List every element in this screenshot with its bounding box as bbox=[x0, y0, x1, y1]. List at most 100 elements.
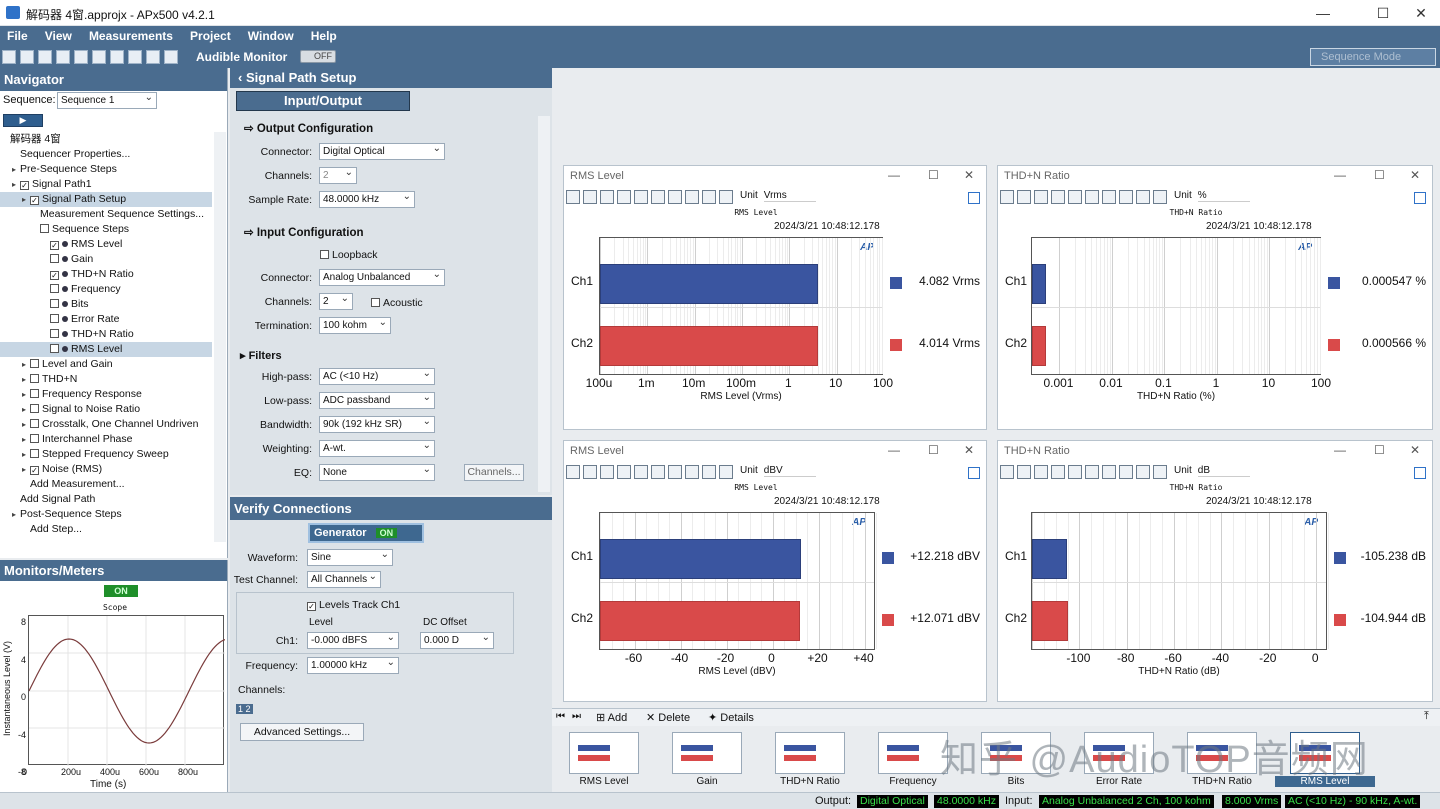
tree-item[interactable]: Measurement Sequence Settings... bbox=[0, 207, 212, 222]
tree-item[interactable]: ▸ Post-Sequence Steps bbox=[0, 507, 212, 522]
level-input[interactable]: -0.000 dBFS bbox=[307, 632, 399, 649]
save-icon[interactable] bbox=[1000, 190, 1014, 204]
bandwidth-select[interactable]: 90k (192 kHz SR) bbox=[319, 416, 435, 433]
gear-icon[interactable] bbox=[719, 465, 733, 479]
tree-item[interactable]: Frequency bbox=[0, 282, 212, 297]
pan-icon[interactable] bbox=[634, 465, 648, 479]
result-window-thdn-percent[interactable]: THD+N Ratio — ☐ ✕ Unit% THD+N Ratio 2024/3/21 … bbox=[997, 165, 1433, 430]
table-icon[interactable] bbox=[1102, 465, 1116, 479]
result-thumbnail[interactable] bbox=[878, 732, 948, 774]
monitor-on-badge[interactable]: ON bbox=[104, 585, 138, 597]
expand-arrow-icon[interactable]: ▸ bbox=[12, 510, 17, 519]
tree-checkbox[interactable] bbox=[50, 329, 59, 338]
pan-icon[interactable] bbox=[1068, 190, 1082, 204]
meter-icon[interactable] bbox=[164, 50, 178, 64]
result-window-thdn-db[interactable]: THD+N Ratio — ☐ ✕ Unit dB THD+N Ratio 2024/3/21… bbox=[997, 440, 1433, 702]
grid-icon[interactable] bbox=[146, 50, 160, 64]
sps-scrollbar[interactable] bbox=[538, 116, 550, 492]
menu-file[interactable]: File bbox=[7, 29, 28, 43]
last-icon[interactable]: ⏭ bbox=[572, 711, 581, 722]
expand-arrow-icon[interactable]: ▸ bbox=[22, 390, 27, 399]
loopback-checkbox[interactable]: Loopback bbox=[320, 249, 378, 261]
tree-checkbox[interactable] bbox=[50, 314, 59, 323]
tree-item[interactable]: ▸ Signal to Noise Ratio bbox=[0, 402, 212, 417]
print-icon[interactable] bbox=[600, 190, 614, 204]
fit-icon[interactable] bbox=[1085, 465, 1099, 479]
frequency-input[interactable]: 1.00000 kHz bbox=[307, 657, 399, 674]
unit-select[interactable]: dBV bbox=[763, 465, 816, 477]
highpass-select[interactable]: AC (<10 Hz) bbox=[319, 368, 435, 385]
tree-item[interactable]: Error Rate bbox=[0, 312, 212, 327]
save-icon[interactable] bbox=[566, 465, 580, 479]
menu-help[interactable]: Help bbox=[310, 29, 337, 43]
result-window-rms-dbv[interactable]: RMS Level — ☐ ✕ Unit dBV RMS Level 2024/3/21 10… bbox=[563, 440, 987, 702]
first-icon[interactable]: ⏮ bbox=[556, 711, 565, 722]
save-icon[interactable] bbox=[1000, 465, 1014, 479]
unit-select[interactable]: dB bbox=[1197, 465, 1250, 477]
tree-scrollbar[interactable] bbox=[214, 132, 226, 542]
expand-arrow-icon[interactable]: ▸ bbox=[22, 420, 27, 429]
menu-view[interactable]: View bbox=[44, 29, 72, 43]
sweep-icon[interactable] bbox=[92, 50, 106, 64]
expand-arrow-icon[interactable]: ▸ bbox=[22, 450, 27, 459]
tree-item[interactable]: RMS Level bbox=[0, 342, 212, 357]
print-icon[interactable] bbox=[600, 465, 614, 479]
expand-arrow-icon[interactable]: ▸ bbox=[12, 180, 17, 189]
result-thumbnail[interactable] bbox=[1187, 732, 1257, 774]
close-icon[interactable]: ✕ bbox=[964, 168, 975, 182]
details-button[interactable]: ✦ Details bbox=[708, 712, 754, 724]
pin-icon[interactable]: ⤒ bbox=[1424, 710, 1429, 722]
lowpass-select[interactable]: ADC passband bbox=[319, 392, 435, 409]
menu-window[interactable]: Window bbox=[247, 29, 294, 43]
new-file-icon[interactable] bbox=[2, 50, 16, 64]
channels-button[interactable]: Channels... bbox=[464, 464, 524, 481]
gear-icon[interactable] bbox=[1153, 465, 1167, 479]
export-icon[interactable] bbox=[1414, 467, 1426, 479]
minimize-icon[interactable]: — bbox=[888, 168, 900, 182]
copy-icon[interactable] bbox=[583, 190, 597, 204]
maximize-icon[interactable]: ☐ bbox=[928, 443, 939, 457]
fx-icon[interactable] bbox=[1136, 465, 1150, 479]
back-icon[interactable]: ‹ bbox=[238, 70, 246, 85]
table-icon[interactable] bbox=[668, 465, 682, 479]
maximize-icon[interactable]: ☐ bbox=[928, 168, 939, 182]
graph-type-icon[interactable] bbox=[1119, 465, 1133, 479]
audible-monitor-toggle[interactable]: OFF bbox=[300, 50, 336, 63]
waveform-select[interactable]: Sine bbox=[307, 549, 393, 566]
advanced-settings-button[interactable]: Advanced Settings... bbox=[240, 723, 364, 741]
tree-item[interactable]: THD+N Ratio bbox=[0, 327, 212, 342]
output-connector-select[interactable]: Digital Optical bbox=[319, 143, 445, 160]
result-thumbnail[interactable] bbox=[569, 732, 639, 774]
channel-buttons[interactable]: 1 2 bbox=[236, 704, 253, 714]
close-icon[interactable]: ✕ bbox=[964, 443, 975, 457]
termination-select[interactable]: 100 kohm bbox=[319, 317, 391, 334]
expand-arrow-icon[interactable]: ▸ bbox=[22, 435, 27, 444]
tree-checkbox[interactable] bbox=[30, 404, 39, 413]
zoom-icon[interactable] bbox=[617, 465, 631, 479]
copy-icon[interactable] bbox=[1017, 465, 1031, 479]
minimize-icon[interactable]: — bbox=[1316, 5, 1330, 21]
result-thumbnail[interactable] bbox=[1290, 732, 1360, 774]
result-window-rms-vrms[interactable]: RMS Level — ☐ ✕ Unit Vrms RMS Level 2024/3/21 1… bbox=[563, 165, 987, 430]
report-icon[interactable] bbox=[74, 50, 88, 64]
tree-checkbox[interactable] bbox=[30, 449, 39, 458]
maximize-icon[interactable]: ☐ bbox=[1374, 168, 1385, 182]
tree-item[interactable]: ▸ Crosstalk, One Channel Undriven bbox=[0, 417, 212, 432]
expand-arrow-icon[interactable]: ▸ bbox=[22, 360, 27, 369]
tree-checkbox[interactable] bbox=[50, 299, 59, 308]
tree-item[interactable]: ▸ Level and Gain bbox=[0, 357, 212, 372]
tree-checkbox[interactable]: ✓ bbox=[20, 181, 29, 190]
close-icon[interactable]: ✕ bbox=[1410, 443, 1421, 457]
tree-item[interactable]: Add Measurement... bbox=[0, 477, 212, 492]
tree-item[interactable]: Add Step... bbox=[0, 522, 212, 537]
pan-icon[interactable] bbox=[634, 190, 648, 204]
gear-icon[interactable] bbox=[719, 190, 733, 204]
eq-select[interactable]: None bbox=[319, 464, 435, 481]
open-icon[interactable] bbox=[20, 50, 34, 64]
pan-icon[interactable] bbox=[1068, 465, 1082, 479]
levels-track-checkbox[interactable]: ✓ Levels Track Ch1 bbox=[307, 599, 401, 611]
tree-checkbox[interactable] bbox=[30, 389, 39, 398]
tree-checkbox[interactable] bbox=[30, 374, 39, 383]
acoustic-checkbox[interactable]: Acoustic bbox=[371, 297, 423, 309]
tree-item[interactable]: ▸ Pre-Sequence Steps bbox=[0, 162, 212, 177]
